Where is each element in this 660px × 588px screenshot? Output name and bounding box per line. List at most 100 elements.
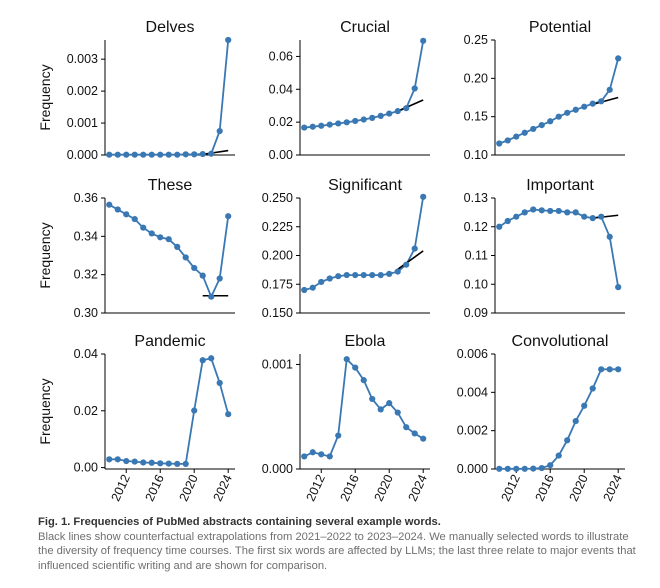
- y-tick-label: 0.003: [67, 52, 98, 66]
- data-point: [326, 121, 333, 128]
- data-point: [157, 234, 164, 241]
- extrapolation-line: [202, 149, 229, 156]
- y-tick-label: 0.25: [464, 33, 488, 47]
- y-tick-label: 0.20: [464, 71, 488, 85]
- data-point: [377, 406, 384, 413]
- data-point: [581, 103, 588, 110]
- series-line: [303, 357, 424, 458]
- y-tick-label: 0.000: [262, 462, 293, 476]
- data-point: [403, 261, 410, 268]
- x-tick-label: 2020: [176, 472, 200, 503]
- data-point: [131, 458, 138, 465]
- data-point: [606, 233, 613, 240]
- data-point: [216, 379, 223, 387]
- panel-title: Convolutional: [512, 333, 609, 350]
- y-tick-label: 0.34: [74, 229, 98, 243]
- figure-panel-grid: Delves 0.000 0.001 0.002 0.003 Frequency Cruci…: [37, 19, 625, 503]
- y-tick-label: 0.175: [262, 277, 293, 291]
- panel-potential: Potential 0.10 0.15 0.20 0.25: [464, 19, 625, 162]
- data-point: [369, 395, 376, 403]
- data-point: [199, 150, 206, 158]
- data-point: [496, 140, 503, 147]
- data-point: [555, 207, 562, 215]
- data-point: [352, 117, 359, 125]
- data-point: [598, 213, 605, 220]
- data-point: [572, 417, 579, 425]
- data-point: [326, 453, 333, 460]
- data-point: [335, 273, 342, 280]
- data-point: [581, 213, 588, 220]
- extrapolation-line: [397, 99, 424, 112]
- data-point: [360, 271, 367, 279]
- data-point: [114, 206, 121, 213]
- figure-caption: Fig. 1. Frequencies of PubMed abstracts …: [38, 515, 638, 573]
- panel-convolutional: Convolutional 0.000 0.002 0.004 0.006 2012 201…: [457, 333, 625, 503]
- y-tick-label: 0.000: [67, 148, 98, 162]
- data-point: [504, 217, 511, 225]
- data-point: [615, 284, 622, 291]
- data-point: [606, 86, 613, 93]
- data-point: [377, 112, 384, 119]
- data-point: [165, 151, 172, 158]
- data-point: [521, 465, 528, 472]
- data-point: [598, 366, 605, 373]
- data-point: [377, 271, 384, 279]
- data-point: [335, 432, 342, 439]
- data-point: [589, 385, 596, 392]
- panel-significant: Significant 0.150 0.175 0.200 0.225 0.250: [262, 177, 430, 320]
- panel-title: Potential: [529, 19, 591, 36]
- x-tick-label: 2016: [533, 472, 557, 503]
- data-point: [555, 113, 562, 120]
- data-point: [403, 105, 410, 112]
- data-point: [352, 271, 359, 279]
- x-tick-label: 2012: [499, 472, 523, 503]
- data-point: [140, 224, 147, 231]
- data-point: [309, 284, 316, 291]
- data-point: [208, 150, 215, 157]
- data-point: [148, 230, 155, 237]
- y-tick-label: 0.001: [262, 357, 293, 371]
- data-point: [411, 430, 418, 437]
- panel-title: These: [148, 177, 193, 194]
- y-tick-label: 0.15: [464, 110, 488, 124]
- data-point: [538, 207, 545, 214]
- data-point: [589, 215, 596, 222]
- data-point: [343, 271, 350, 279]
- data-point: [225, 213, 232, 220]
- data-point: [191, 407, 198, 414]
- data-point: [386, 110, 393, 117]
- y-tick-label: 0.36: [74, 191, 98, 205]
- data-point: [394, 268, 401, 275]
- data-point: [309, 123, 316, 130]
- data-point: [521, 209, 528, 216]
- data-point: [199, 357, 206, 364]
- data-point: [165, 236, 172, 243]
- x-tick-label: 2012: [304, 472, 328, 503]
- extrapolation-line: [592, 96, 619, 106]
- y-tick-label: 0.000: [457, 462, 488, 476]
- data-point: [547, 118, 554, 125]
- y-tick-label: 0.32: [74, 268, 98, 282]
- data-point: [216, 127, 223, 135]
- panel-crucial: Crucial 0.00 0.02 0.04 0.06: [269, 19, 430, 162]
- data-point: [547, 462, 554, 469]
- data-point: [564, 109, 571, 116]
- data-point: [598, 98, 605, 105]
- data-point: [301, 124, 308, 131]
- data-point: [309, 449, 316, 456]
- y-tick-label: 0.13: [464, 191, 488, 205]
- panel-ebola: Ebola 0.000 0.001 2012 2016 2020 2024: [262, 333, 430, 503]
- y-tick-label: 0.10: [464, 277, 488, 291]
- data-point: [615, 366, 622, 373]
- data-point: [420, 193, 427, 200]
- data-point: [182, 151, 189, 158]
- data-point: [581, 402, 588, 409]
- data-point: [123, 151, 130, 158]
- data-point: [606, 366, 613, 373]
- data-point: [106, 456, 113, 463]
- series-line: [109, 357, 230, 465]
- y-tick-label: 0.09: [464, 306, 488, 320]
- data-point: [504, 465, 511, 472]
- x-tick-label: 2016: [338, 472, 362, 503]
- y-tick-label: 0.006: [457, 347, 488, 361]
